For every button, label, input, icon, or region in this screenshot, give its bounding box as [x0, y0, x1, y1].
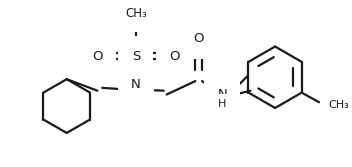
Text: O: O [92, 50, 103, 63]
Text: CH₃: CH₃ [329, 100, 349, 110]
Text: S: S [132, 50, 140, 63]
Text: O: O [169, 50, 180, 63]
Text: N: N [218, 88, 227, 101]
Text: CH₃: CH₃ [125, 7, 147, 20]
Text: N: N [131, 78, 141, 92]
Text: H: H [218, 99, 226, 109]
Text: O: O [193, 32, 203, 45]
